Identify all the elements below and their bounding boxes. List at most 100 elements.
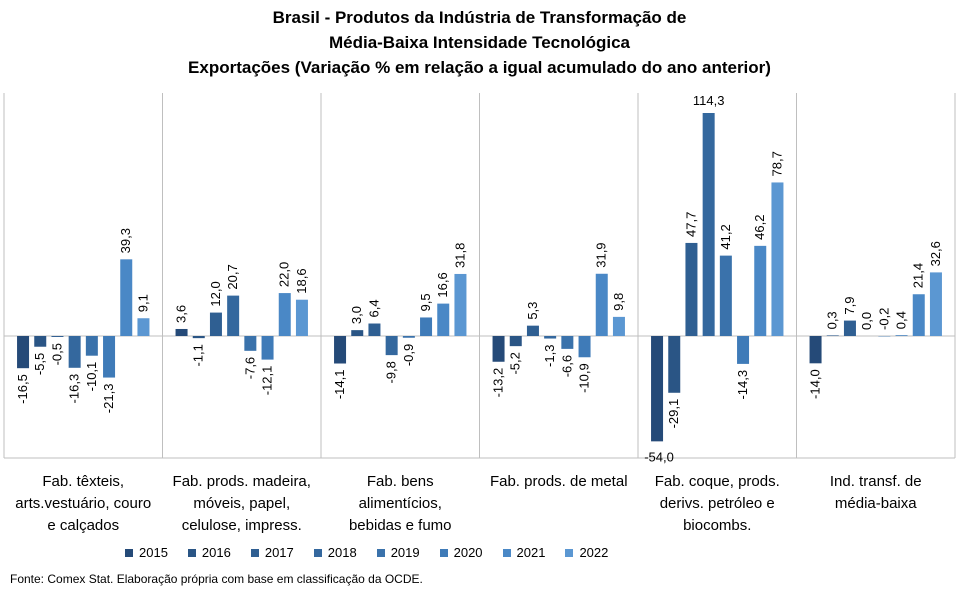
bar-2019 [561,336,574,349]
bar-2020 [737,336,750,364]
data-label: -54,0 [644,449,674,464]
category-label: Fab. coque, prods. derivs. petróleo e bioc… [638,471,797,537]
data-label: 0,0 [859,312,874,330]
bar-2017 [685,242,698,336]
bar-2020 [420,317,433,336]
bar-2016 [668,336,681,393]
bar-2016 [826,335,839,336]
category-label-line: alimentícios, [358,495,442,512]
data-label: -7,6 [242,357,257,379]
bar-2015 [17,336,30,369]
bar-2022 [771,182,784,336]
legend-item: 2021 [502,545,545,560]
category-label-line: bebidas e fumo [348,517,452,534]
bar-2020 [261,336,274,360]
data-label: -21,3 [101,384,116,414]
chart-title-line-2: Média-Baixa Intensidade Tecnológica [328,33,631,52]
data-label: 3,6 [174,305,189,323]
data-label: -14,0 [808,369,823,399]
bar-2015 [175,328,188,336]
category-label-line: Fab. prods. de metal [489,473,628,490]
legend-swatch [502,548,511,557]
bar-2022 [454,273,467,336]
source-note: Fonte: Comex Stat. Elaboração própria co… [10,572,423,586]
legend-label: 2019 [390,545,420,560]
data-label: -5,2 [508,352,523,374]
data-label: 114,3 [693,93,725,108]
bar-2022 [929,272,942,336]
bar-2016 [34,336,47,347]
bar-2021 [754,245,767,336]
data-label: 18,6 [294,268,309,293]
category-label: Fab. bens alimentícios, bebidas e fumo [321,471,480,537]
data-label: -12,1 [260,366,275,396]
bar-2017 [209,312,222,336]
category-label-line: Fab. bens [366,473,434,490]
bar-2019 [402,336,415,338]
bar-2016 [192,336,205,339]
chart-title-line-3: Exportações (Variação % em relação a igu… [188,58,771,77]
legend: 2015 2016 2017 2018 2019 2020 2021 2022 [125,545,628,560]
data-label: 0,4 [894,311,909,329]
legend-swatch [187,548,196,557]
data-label: -1,3 [542,345,557,367]
legend-label: 2020 [453,545,483,560]
data-label: 7,9 [842,297,857,315]
data-label: 9,8 [611,293,626,311]
bar-2018 [68,336,81,368]
bar-2015 [651,336,664,442]
bar-2017 [843,320,856,336]
legend-label: 2015 [139,545,168,560]
bar-2021 [120,259,133,336]
data-label: -14,3 [735,370,750,400]
legend-label: 2018 [327,545,357,560]
data-label: -13,2 [491,368,506,398]
data-label: -1,1 [191,344,206,366]
legend-item: 2016 [187,545,231,560]
data-label: 21,4 [911,263,926,288]
data-label: 46,2 [752,215,767,240]
bar-2021 [595,273,608,336]
data-label: -16,3 [67,374,82,404]
bar-2017 [368,323,381,336]
category-label-line: Fab. prods. madeira, [172,473,311,490]
bar-2019 [244,336,257,351]
category-label: Fab. prods. madeira, móveis, papel, celulo… [163,471,322,537]
bar-2020 [578,336,591,358]
bar-2015 [334,336,347,364]
category-label-line: Ind. transf. de [829,473,922,490]
data-label: -5,5 [32,353,47,375]
legend-item: 2019 [376,545,420,560]
bar-2021 [278,293,291,336]
category-label-line: e calçados [47,517,120,534]
legend-item: 2018 [313,545,357,560]
category-label-line: derivs. petróleo e [659,495,775,512]
bar-2017 [526,325,539,336]
bar-2018 [544,336,557,339]
category-label: Ind. transf. de média-baixa [797,471,956,515]
data-label: -0,2 [876,308,891,330]
bar-2018 [385,336,398,356]
chart-title-line-1: Brasil - Produtos da Indústria de Transf… [272,8,687,27]
legend-swatch [376,548,385,557]
legend-item: 2015 [125,545,168,560]
bar-2020 [895,335,908,336]
legend-item: 2022 [565,545,608,560]
data-label: 3,0 [349,306,364,324]
legend-label: 2022 [579,545,609,560]
category-label-line: biocombs. [683,517,752,534]
legend-swatch [439,548,448,557]
data-label: 78,7 [769,151,784,176]
data-label: -29,1 [666,399,681,429]
category-label: Fab. prods. de metal [480,471,639,493]
data-label: -10,1 [84,362,99,392]
data-label: 20,7 [225,264,240,289]
legend-item: 2017 [250,545,294,560]
bar-2017 [51,336,64,337]
data-label: -9,8 [384,361,399,383]
category-label-line: móveis, papel, [193,495,291,512]
bar-2021 [437,303,450,336]
legend-swatch [313,548,322,557]
bar-2019 [85,336,98,356]
